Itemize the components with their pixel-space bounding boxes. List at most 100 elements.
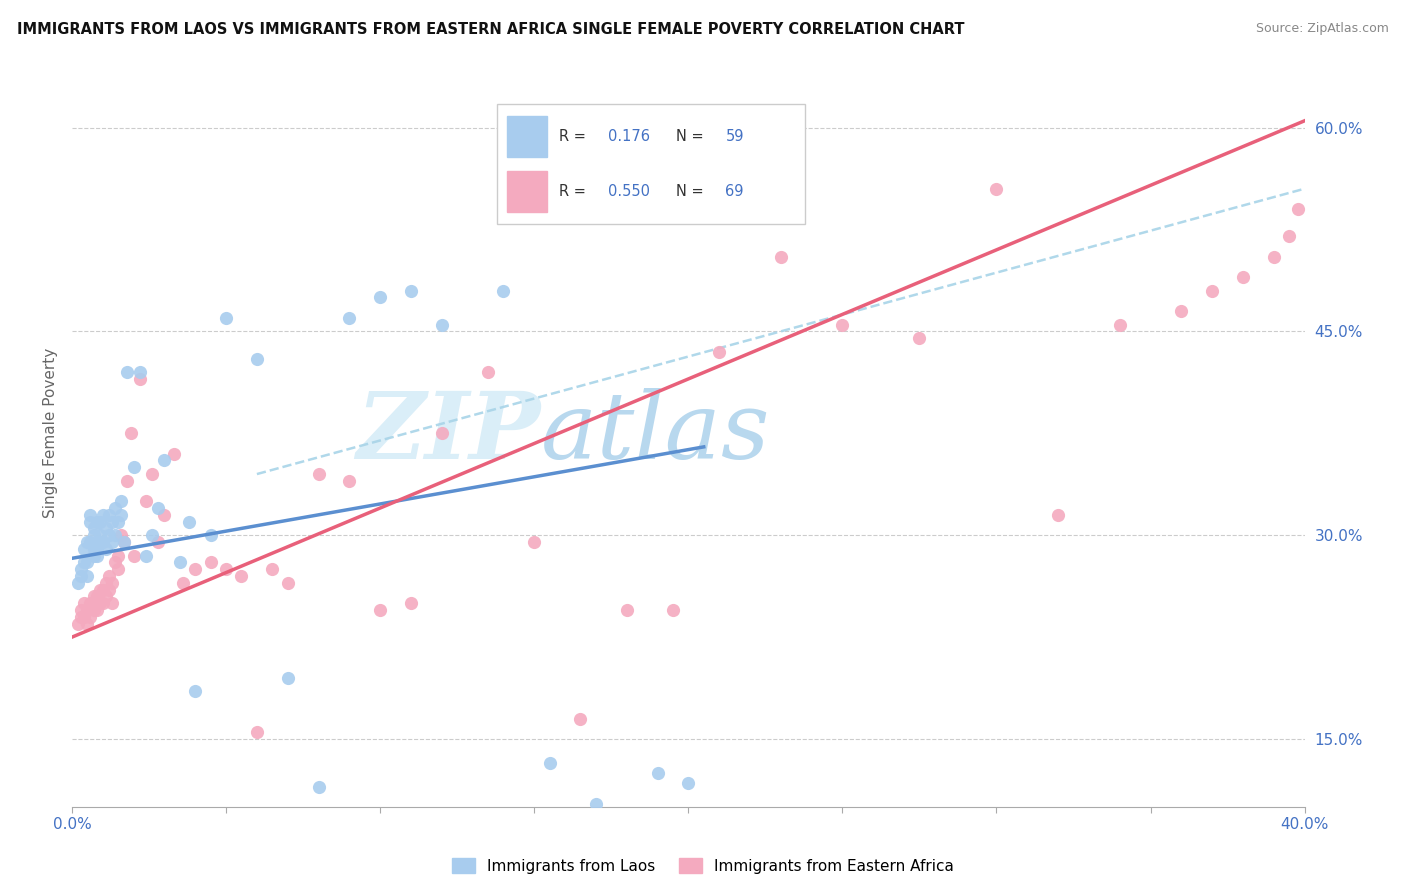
Point: [1108, 318, 1130, 332]
Point: [1201, 284, 1223, 298]
Point: [368, 290, 391, 304]
Point: [141, 528, 163, 542]
Point: [184, 562, 207, 576]
Point: [83, 549, 105, 563]
Point: [231, 569, 253, 583]
Point: [73, 596, 96, 610]
Point: [91, 535, 114, 549]
Point: [86, 603, 108, 617]
Point: [200, 528, 222, 542]
Point: [647, 766, 669, 780]
Point: [89, 515, 111, 529]
Point: [104, 528, 127, 542]
Point: [73, 541, 96, 556]
Point: [117, 474, 139, 488]
Point: [89, 535, 111, 549]
Point: [277, 575, 299, 590]
Point: [104, 555, 127, 569]
Point: [430, 318, 453, 332]
Point: [112, 535, 135, 549]
Point: [246, 725, 269, 739]
Point: [94, 521, 117, 535]
Point: [153, 508, 176, 522]
Point: [101, 575, 124, 590]
Point: [246, 351, 269, 366]
Point: [94, 575, 117, 590]
Point: [262, 562, 284, 576]
Point: [117, 365, 139, 379]
Point: [215, 310, 238, 325]
Point: [98, 528, 121, 542]
Point: [79, 596, 101, 610]
Text: ZIP: ZIP: [356, 388, 540, 478]
Point: [585, 797, 607, 812]
Point: [83, 590, 105, 604]
Point: [86, 590, 108, 604]
Point: [83, 521, 105, 535]
Point: [169, 555, 191, 569]
Point: [110, 494, 132, 508]
Point: [399, 596, 422, 610]
Point: [308, 467, 330, 481]
Point: [86, 541, 108, 556]
Text: atlas: atlas: [540, 388, 770, 478]
Point: [67, 616, 90, 631]
Point: [128, 372, 150, 386]
Point: [678, 775, 700, 789]
Point: [662, 603, 685, 617]
Point: [215, 562, 238, 576]
Point: [70, 603, 93, 617]
Point: [128, 365, 150, 379]
Point: [135, 549, 157, 563]
Point: [83, 596, 105, 610]
Point: [91, 582, 114, 597]
Point: [98, 582, 121, 597]
Point: [104, 501, 127, 516]
Point: [94, 590, 117, 604]
Point: [148, 535, 170, 549]
Point: [110, 508, 132, 522]
Point: [1232, 270, 1254, 285]
Point: [110, 528, 132, 542]
Point: [79, 609, 101, 624]
Point: [1047, 508, 1070, 522]
Point: [76, 569, 98, 583]
Point: [569, 712, 592, 726]
Point: [101, 596, 124, 610]
Point: [79, 508, 101, 522]
Point: [908, 331, 931, 345]
Point: [83, 541, 105, 556]
Point: [70, 609, 93, 624]
Point: [368, 603, 391, 617]
Point: [135, 494, 157, 508]
Point: [73, 609, 96, 624]
Point: [523, 535, 546, 549]
Point: [308, 780, 330, 794]
Point: [200, 555, 222, 569]
Point: [83, 603, 105, 617]
Point: [477, 365, 499, 379]
Point: [94, 541, 117, 556]
Point: [98, 508, 121, 522]
Point: [1263, 250, 1285, 264]
Point: [76, 535, 98, 549]
Point: [70, 562, 93, 576]
Point: [76, 555, 98, 569]
Point: [430, 426, 453, 441]
Point: [101, 535, 124, 549]
Point: [91, 596, 114, 610]
Point: [98, 569, 121, 583]
Point: [1278, 229, 1301, 244]
Point: [112, 535, 135, 549]
Point: [707, 344, 730, 359]
Point: [79, 535, 101, 549]
Point: [277, 671, 299, 685]
Point: [153, 453, 176, 467]
Point: [769, 250, 792, 264]
Point: [89, 582, 111, 597]
Point: [83, 528, 105, 542]
Point: [184, 684, 207, 698]
Point: [120, 426, 142, 441]
Point: [148, 501, 170, 516]
Point: [179, 515, 201, 529]
